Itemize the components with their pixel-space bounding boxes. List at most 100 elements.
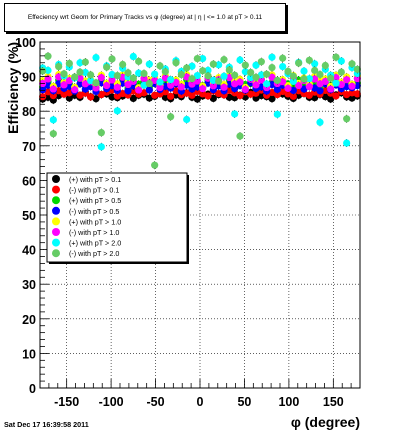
data-point: [236, 132, 244, 140]
x-tick-label: 150: [323, 395, 344, 409]
data-point: [279, 54, 287, 62]
data-point: [167, 92, 175, 100]
data-point: [193, 71, 201, 80]
y-tick-label: 40: [22, 244, 36, 258]
data-point: [353, 65, 361, 73]
data-point: [167, 76, 175, 84]
data-point: [343, 139, 351, 147]
data-point: [236, 78, 244, 86]
data-point: [348, 82, 356, 90]
data-point: [257, 58, 265, 66]
data-point: [273, 76, 281, 85]
data-point: [305, 91, 313, 99]
data-point: [129, 74, 137, 82]
data-point: [76, 68, 84, 76]
data-point: [39, 86, 47, 94]
data-point: [97, 129, 105, 137]
data-point: [108, 93, 116, 101]
data-point: [108, 76, 116, 84]
data-point: [167, 113, 175, 121]
data-point: [241, 61, 249, 69]
data-point: [151, 161, 159, 169]
data-point: [172, 87, 180, 95]
data-point: [220, 72, 228, 80]
data-point: [353, 75, 361, 83]
data-point: [87, 93, 95, 101]
data-point: [199, 85, 207, 93]
data-point: [257, 76, 265, 84]
y-tick-label: 60: [22, 174, 36, 188]
data-point: [108, 70, 116, 79]
data-point: [55, 73, 63, 81]
data-point: [156, 62, 164, 70]
data-point: [295, 59, 303, 67]
legend-marker: [52, 238, 60, 247]
data-point: [247, 68, 255, 77]
data-point: [215, 77, 223, 85]
data-point: [113, 107, 121, 115]
legend: (+) with pT > 0.1(-) with pT > 0.1(+) wi…: [46, 172, 188, 263]
data-point: [252, 61, 260, 69]
data-point: [44, 75, 52, 83]
data-point: [124, 69, 132, 77]
legend-label: (-) with pT > 0.1: [69, 186, 119, 195]
legend-label: (-) with pT > 1.0: [69, 228, 119, 237]
data-point: [204, 72, 212, 80]
data-point: [71, 73, 79, 81]
data-point: [140, 69, 148, 78]
data-point: [289, 77, 297, 86]
data-point: [140, 89, 148, 97]
y-tick-label: 90: [22, 71, 36, 85]
data-point: [145, 79, 153, 88]
data-point: [193, 95, 201, 103]
data-point: [87, 71, 95, 79]
data-point: [188, 91, 196, 99]
data-point: [188, 80, 196, 88]
data-point: [44, 52, 52, 60]
legend-marker: [52, 175, 60, 183]
data-point: [284, 84, 292, 92]
data-point: [161, 68, 169, 76]
data-point: [177, 70, 185, 79]
data-point: [39, 67, 47, 75]
data-point: [337, 68, 345, 76]
data-point: [263, 70, 271, 78]
data-point: [167, 81, 175, 89]
data-point: [231, 71, 239, 79]
x-tick-label: 50: [237, 395, 251, 409]
data-point: [103, 63, 111, 71]
data-point: [279, 62, 287, 71]
legend-label: (+) with pT > 1.0: [69, 217, 121, 226]
x-tick-label: 100: [278, 395, 299, 409]
data-point: [97, 74, 105, 82]
data-point: [252, 81, 260, 89]
data-point: [343, 115, 351, 123]
data-point: [199, 55, 207, 63]
data-point: [241, 85, 249, 94]
data-point: [204, 66, 212, 74]
x-tick-label: -50: [147, 395, 165, 409]
data-point: [145, 86, 153, 94]
chart-title: Effeciency wrt Geom for Primary Tracks v…: [27, 14, 263, 21]
data-point: [220, 83, 228, 91]
data-point: [44, 66, 52, 74]
data-point: [268, 95, 276, 103]
data-point: [129, 87, 137, 95]
data-point: [220, 56, 228, 64]
data-point: [204, 92, 212, 100]
data-point: [92, 53, 100, 62]
data-point: [183, 115, 191, 124]
data-point: [316, 70, 324, 79]
data-point: [327, 95, 335, 103]
chart-title-box: Effeciency wrt Geom for Primary Tracks v…: [4, 3, 286, 32]
data-point: [119, 60, 127, 69]
data-point: [268, 53, 276, 61]
data-point: [289, 92, 297, 100]
data-point: [97, 143, 105, 151]
legend-label: (+) with pT > 0.1: [69, 175, 121, 184]
data-point: [284, 67, 292, 76]
x-tick-label: -150: [54, 395, 79, 409]
data-point: [247, 74, 255, 82]
legend-label: (+) with pT > 0.5: [69, 196, 121, 205]
data-point: [103, 81, 111, 90]
